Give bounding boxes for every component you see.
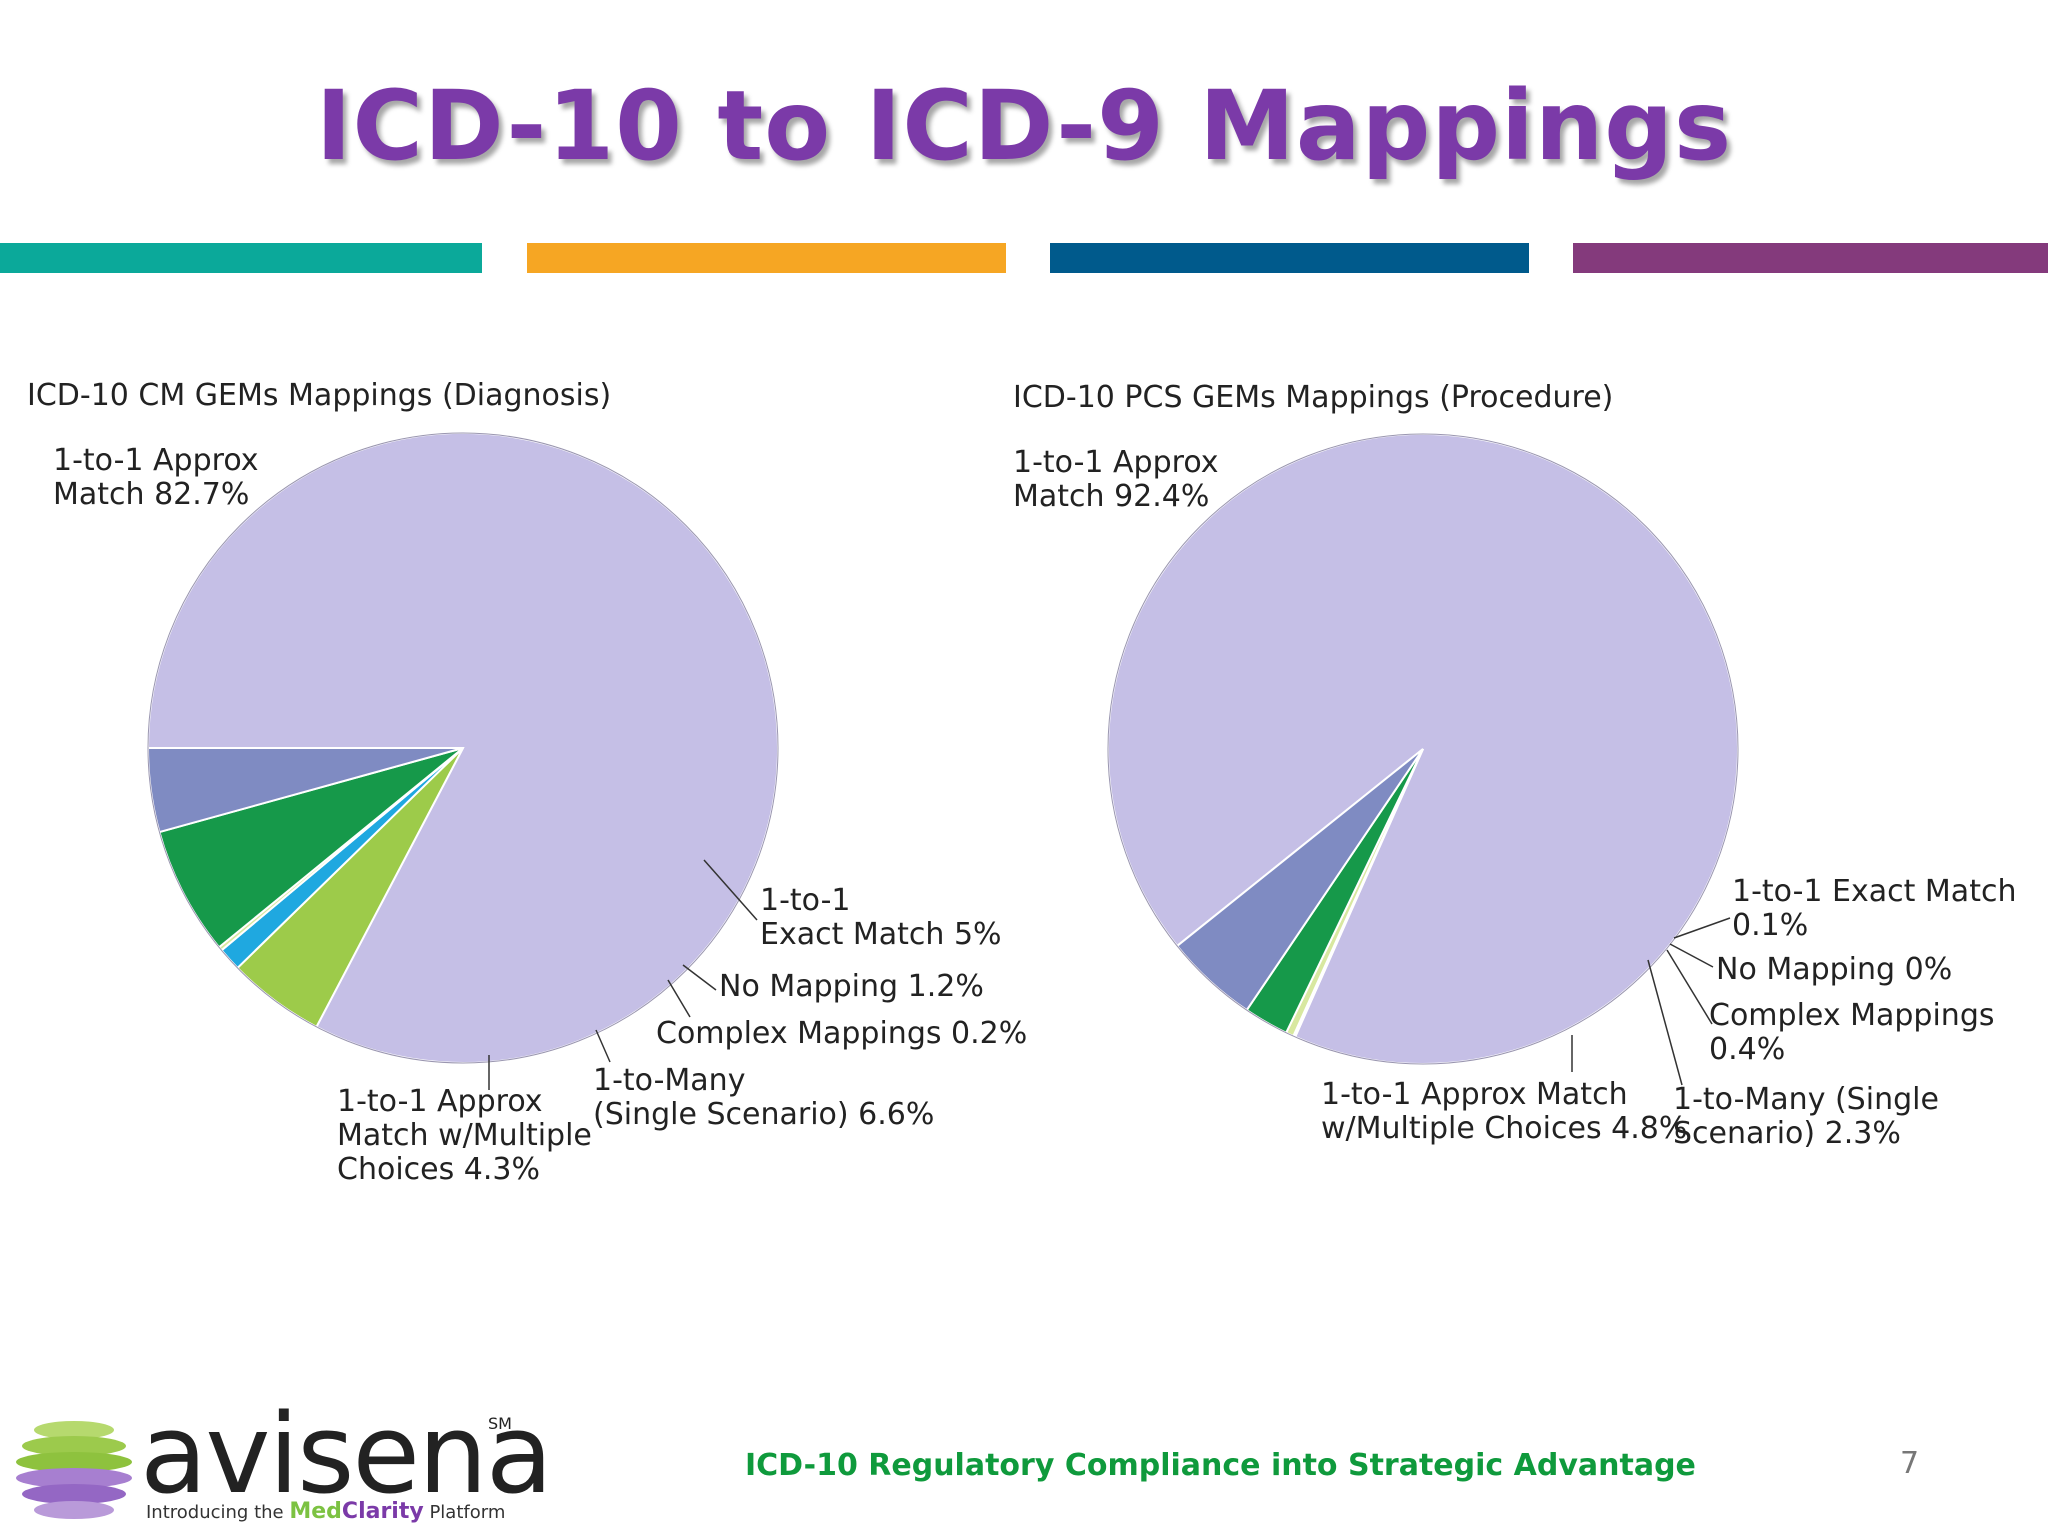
pie-1-leader-2 xyxy=(1669,943,1714,968)
pie-0-label-4: 1-to-Many (Single Scenario) 6.6% xyxy=(593,1063,934,1132)
pie-0-label-0-line-0: 1-to-1 Approx xyxy=(53,443,259,478)
avisena-logo-icon xyxy=(12,1410,137,1534)
pie-0-label-3-line-0: Complex Mappings 0.2% xyxy=(656,1016,1027,1051)
slide-title: ICD-10 to ICD-9 Mappings xyxy=(315,70,1733,182)
pie-0-label-4-line-1: (Single Scenario) 6.6% xyxy=(593,1097,934,1132)
pie-1-label-4: 1-to-Many (Single Scenario) 2.3% xyxy=(1673,1082,1939,1151)
pie-1-label-3: Complex Mappings 0.4% xyxy=(1709,998,1995,1067)
tagline-med: Med xyxy=(289,1499,342,1524)
pie-0-label-5-line-0: 1-to-1 Approx xyxy=(337,1084,543,1119)
pie-1-label-1: 1-to-1 Exact Match 0.1% xyxy=(1732,874,2016,943)
pie-1-leader-3 xyxy=(1666,949,1713,1025)
pie-0-label-0: 1-to-1 Approx Match 82.7% xyxy=(53,443,259,512)
stripe-purple xyxy=(1573,243,2048,273)
chart-title-procedure: ICD-10 PCS GEMs Mappings (Procedure) xyxy=(1013,380,1614,415)
pie-1-label-3-line-1: 0.4% xyxy=(1709,1032,1785,1067)
page-number: 7 xyxy=(1900,1446,1920,1481)
chart-title-diagnosis: ICD-10 CM GEMs Mappings (Diagnosis) xyxy=(27,378,612,413)
pie-0-leader-4 xyxy=(595,1029,611,1063)
stripe-teal xyxy=(0,243,482,273)
logo-tagline: Introducing the MedClarity Platform xyxy=(146,1499,505,1524)
stripe-orange xyxy=(527,243,1006,273)
pie-1-label-5-line-0: 1-to-1 Approx Match xyxy=(1321,1077,1628,1112)
pie-1-label-2: No Mapping 0% xyxy=(1716,952,1952,987)
pie-0-label-5-line-1: Match w/Multiple xyxy=(337,1118,592,1153)
pie-1-label-5: 1-to-1 Approx Match w/Multiple Choices 4.… xyxy=(1321,1077,1687,1146)
pie-0-label-1-line-0: 1-to-1 xyxy=(760,883,851,918)
pie-1-label-0-line-0: 1-to-1 Approx xyxy=(1013,445,1219,480)
pie-1-label-0: 1-to-1 Approx Match 92.4% xyxy=(1013,445,1219,514)
pie-0-label-3: Complex Mappings 0.2% xyxy=(656,1016,1027,1051)
tagline-platform: Platform xyxy=(429,1502,506,1523)
logo-wordmark: avisena xyxy=(140,1390,553,1518)
pie-0-label-5-line-2: Choices 4.3% xyxy=(337,1152,540,1187)
pie-0-label-2-line-0: No Mapping 1.2% xyxy=(719,969,984,1004)
pie-1-label-4-line-1: Scenario) 2.3% xyxy=(1673,1116,1901,1151)
pie-0-outline xyxy=(147,432,779,1064)
pie-1-label-0-line-1: Match 92.4% xyxy=(1013,479,1209,514)
pie-0-leader-2 xyxy=(682,964,717,991)
pie-1-label-5-line-1: w/Multiple Choices 4.8% xyxy=(1321,1111,1687,1146)
pie-0-label-0-line-1: Match 82.7% xyxy=(53,477,249,512)
tagline-intro: Introducing the xyxy=(146,1502,284,1523)
pie-0-label-1-line-1: Exact Match 5% xyxy=(760,917,1002,952)
logo-service-mark: SM xyxy=(488,1414,512,1433)
pie-1-label-1-line-0: 1-to-1 Exact Match xyxy=(1732,874,2016,909)
pie-1-leader-4 xyxy=(1647,959,1683,1086)
pie-1-label-1-line-1: 0.1% xyxy=(1732,908,1808,943)
pie-0-label-1: 1-to-1 Exact Match 5% xyxy=(760,883,1002,952)
pie-1-label-4-line-0: 1-to-Many (Single xyxy=(1673,1082,1939,1117)
footer-text: ICD-10 Regulatory Compliance into Strate… xyxy=(745,1448,1696,1483)
pie-1-label-2-line-0: No Mapping 0% xyxy=(1716,952,1952,987)
pie-1-leader-1 xyxy=(1673,917,1731,939)
stripe-blue xyxy=(1050,243,1529,273)
pie-1-label-3-line-0: Complex Mappings xyxy=(1709,998,1995,1033)
pie-0-leader-3 xyxy=(667,979,691,1018)
pie-0-label-4-line-0: 1-to-Many xyxy=(593,1063,745,1098)
pie-0-label-2: No Mapping 1.2% xyxy=(719,969,984,1004)
pie-0-label-5: 1-to-1 Approx Match w/Multiple Choices 4.3… xyxy=(337,1084,592,1187)
pie-0-leader-1 xyxy=(703,859,758,921)
tagline-clarity: Clarity xyxy=(341,1499,424,1524)
pie-1-outline xyxy=(1107,433,1739,1065)
